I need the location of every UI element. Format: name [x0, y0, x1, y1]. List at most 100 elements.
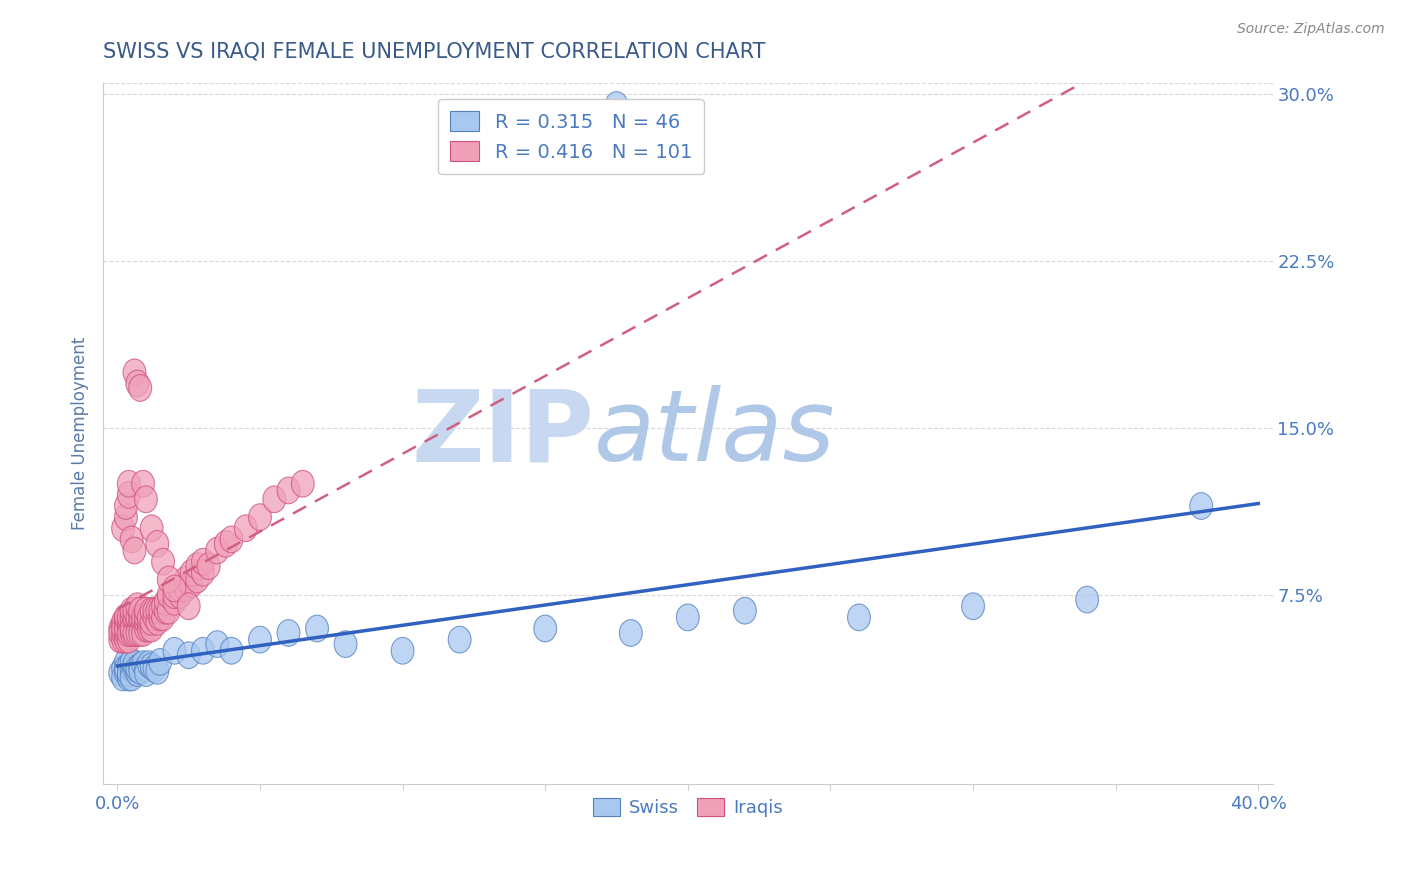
Ellipse shape [143, 656, 166, 682]
Ellipse shape [174, 566, 197, 593]
Ellipse shape [108, 626, 132, 653]
Ellipse shape [149, 604, 172, 631]
Ellipse shape [214, 531, 238, 558]
Ellipse shape [121, 620, 143, 647]
Ellipse shape [191, 638, 214, 665]
Ellipse shape [111, 665, 135, 691]
Ellipse shape [114, 626, 138, 653]
Ellipse shape [157, 598, 180, 624]
Ellipse shape [1076, 586, 1098, 613]
Ellipse shape [129, 620, 152, 647]
Ellipse shape [143, 598, 166, 624]
Ellipse shape [117, 470, 141, 497]
Ellipse shape [111, 608, 135, 635]
Ellipse shape [114, 660, 138, 687]
Ellipse shape [152, 549, 174, 575]
Ellipse shape [117, 653, 141, 680]
Text: atlas: atlas [595, 385, 837, 482]
Ellipse shape [114, 611, 138, 638]
Ellipse shape [121, 526, 143, 553]
Ellipse shape [962, 593, 984, 620]
Ellipse shape [277, 477, 299, 504]
Ellipse shape [108, 615, 132, 642]
Ellipse shape [111, 656, 135, 682]
Ellipse shape [124, 604, 146, 631]
Ellipse shape [1189, 492, 1212, 519]
Ellipse shape [146, 531, 169, 558]
Ellipse shape [135, 615, 157, 642]
Ellipse shape [114, 648, 138, 675]
Ellipse shape [157, 566, 180, 593]
Ellipse shape [117, 604, 141, 631]
Ellipse shape [186, 553, 208, 580]
Ellipse shape [620, 620, 643, 647]
Ellipse shape [169, 582, 191, 608]
Ellipse shape [135, 660, 157, 687]
Ellipse shape [127, 608, 149, 635]
Text: ZIP: ZIP [412, 385, 595, 482]
Text: Source: ZipAtlas.com: Source: ZipAtlas.com [1237, 22, 1385, 37]
Ellipse shape [124, 608, 146, 635]
Ellipse shape [180, 571, 202, 598]
Ellipse shape [121, 648, 143, 675]
Ellipse shape [191, 549, 214, 575]
Ellipse shape [263, 486, 285, 513]
Ellipse shape [129, 604, 152, 631]
Ellipse shape [141, 515, 163, 541]
Y-axis label: Female Unemployment: Female Unemployment [72, 337, 89, 530]
Ellipse shape [127, 593, 149, 620]
Ellipse shape [127, 660, 149, 687]
Ellipse shape [143, 604, 166, 631]
Ellipse shape [197, 553, 221, 580]
Ellipse shape [174, 575, 197, 602]
Ellipse shape [124, 620, 146, 647]
Ellipse shape [163, 589, 186, 615]
Ellipse shape [249, 504, 271, 531]
Legend: Swiss, Iraqis: Swiss, Iraqis [585, 790, 790, 824]
Ellipse shape [135, 598, 157, 624]
Ellipse shape [117, 620, 141, 647]
Ellipse shape [177, 593, 200, 620]
Ellipse shape [177, 642, 200, 669]
Ellipse shape [191, 559, 214, 586]
Ellipse shape [121, 656, 143, 682]
Ellipse shape [676, 604, 699, 631]
Ellipse shape [155, 598, 177, 624]
Ellipse shape [114, 620, 138, 647]
Ellipse shape [114, 504, 138, 531]
Ellipse shape [127, 656, 149, 682]
Ellipse shape [117, 482, 141, 508]
Ellipse shape [121, 665, 143, 691]
Ellipse shape [157, 582, 180, 608]
Ellipse shape [141, 615, 163, 642]
Ellipse shape [132, 620, 155, 647]
Ellipse shape [249, 626, 271, 653]
Ellipse shape [180, 559, 202, 586]
Ellipse shape [221, 526, 243, 553]
Ellipse shape [186, 566, 208, 593]
Ellipse shape [235, 515, 257, 541]
Ellipse shape [114, 492, 138, 519]
Ellipse shape [117, 660, 141, 687]
Ellipse shape [121, 608, 143, 635]
Ellipse shape [129, 657, 152, 684]
Ellipse shape [141, 598, 163, 624]
Ellipse shape [138, 615, 160, 642]
Ellipse shape [135, 656, 157, 682]
Ellipse shape [152, 604, 174, 631]
Ellipse shape [132, 608, 155, 635]
Ellipse shape [117, 615, 141, 642]
Ellipse shape [127, 604, 149, 631]
Ellipse shape [335, 631, 357, 657]
Ellipse shape [155, 589, 177, 615]
Ellipse shape [111, 626, 135, 653]
Ellipse shape [163, 582, 186, 608]
Ellipse shape [111, 620, 135, 647]
Ellipse shape [124, 537, 146, 564]
Ellipse shape [135, 604, 157, 631]
Ellipse shape [114, 604, 138, 631]
Ellipse shape [135, 608, 157, 635]
Ellipse shape [121, 615, 143, 642]
Ellipse shape [391, 638, 413, 665]
Ellipse shape [127, 370, 149, 397]
